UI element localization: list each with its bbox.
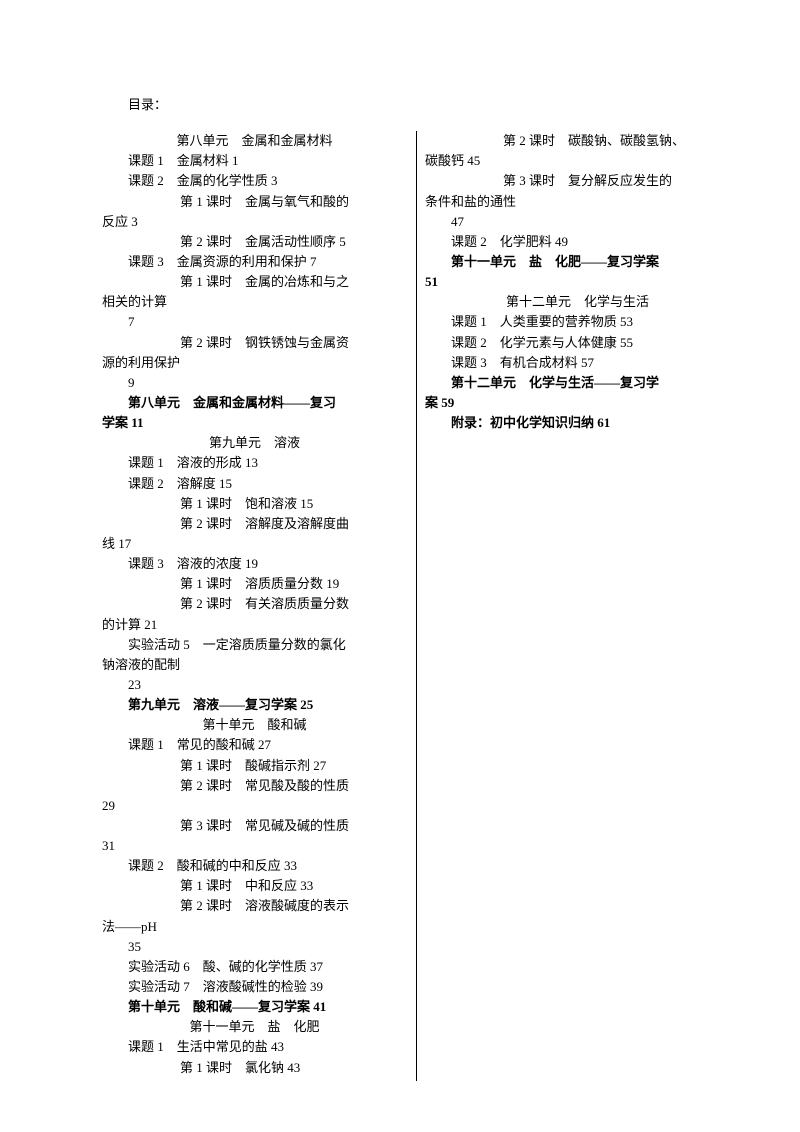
toc-line: 第 3 课时 复分解反应发生的 bbox=[425, 171, 730, 191]
toc-line: 相关的计算 bbox=[102, 292, 407, 312]
toc-line: 课题 1 溶液的形成 13 bbox=[102, 453, 407, 473]
toc-line: 第十单元 酸和碱 bbox=[102, 715, 407, 735]
toc-title: 目录： bbox=[102, 95, 730, 115]
toc-line: 钠溶液的配制 bbox=[102, 655, 407, 675]
toc-line: 第 1 课时 饱和溶液 15 bbox=[102, 494, 407, 514]
toc-line: 第 1 课时 金属的冶炼和与之 bbox=[102, 272, 407, 292]
toc-line: 课题 2 溶解度 15 bbox=[102, 474, 407, 494]
toc-line: 9 bbox=[102, 373, 407, 393]
toc-line: 课题 1 常见的酸和碱 27 bbox=[102, 735, 407, 755]
toc-line: 第九单元 溶液——复习学案 25 bbox=[102, 695, 407, 715]
toc-line: 第 1 课时 氯化钠 43 bbox=[102, 1058, 407, 1078]
toc-line: 第八单元 金属和金属材料——复习 bbox=[102, 393, 407, 413]
toc-line: 29 bbox=[102, 796, 407, 816]
toc-line: 23 bbox=[102, 675, 407, 695]
toc-line: 第 2 课时 常见酸及酸的性质 bbox=[102, 776, 407, 796]
toc-line: 实验活动 5 一定溶质质量分数的氯化 bbox=[102, 635, 407, 655]
toc-line: 附录：初中化学知识归纳 61 bbox=[425, 413, 730, 433]
toc-line: 第 2 课时 碳酸钠、碳酸氢钠、 bbox=[425, 131, 730, 151]
toc-line: 第十一单元 盐 化肥 bbox=[102, 1017, 407, 1037]
toc-line: 源的利用保护 bbox=[102, 353, 407, 373]
toc-line: 第 2 课时 溶解度及溶解度曲 bbox=[102, 514, 407, 534]
toc-line: 学案 11 bbox=[102, 413, 407, 433]
toc-line: 第十二单元 化学与生活 bbox=[425, 292, 730, 312]
toc-line: 第十二单元 化学与生活——复习学 bbox=[425, 373, 730, 393]
toc-line: 条件和盐的通性 bbox=[425, 192, 730, 212]
toc-line: 课题 2 化学元素与人体健康 55 bbox=[425, 333, 730, 353]
toc-line: 第十一单元 盐 化肥——复习学案 bbox=[425, 252, 730, 272]
toc-line: 第九单元 溶液 bbox=[102, 433, 407, 453]
toc-line: 案 59 bbox=[425, 393, 730, 413]
toc-line: 第 2 课时 金属活动性顺序 5 bbox=[102, 232, 407, 252]
toc-line: 课题 3 金属资源的利用和保护 7 bbox=[102, 252, 407, 272]
toc-line: 碳酸钙 45 bbox=[425, 151, 730, 171]
toc-line: 第 1 课时 金属与氧气和酸的 bbox=[102, 192, 407, 212]
toc-line: 第 3 课时 常见碱及碱的性质 bbox=[102, 816, 407, 836]
toc-columns: 第八单元 金属和金属材料课题 1 金属材料 1课题 2 金属的化学性质 3第 1… bbox=[102, 131, 730, 1081]
toc-line: 第 1 课时 溶质质量分数 19 bbox=[102, 574, 407, 594]
toc-line: 7 bbox=[102, 312, 407, 332]
toc-line: 实验活动 7 溶液酸碱性的检验 39 bbox=[102, 977, 407, 997]
toc-line: 课题 1 人类重要的营养物质 53 bbox=[425, 312, 730, 332]
toc-line: 法——pH bbox=[102, 917, 407, 937]
toc-line: 课题 2 金属的化学性质 3 bbox=[102, 171, 407, 191]
toc-line: 第十单元 酸和碱——复习学案 41 bbox=[102, 997, 407, 1017]
toc-line: 51 bbox=[425, 272, 730, 292]
toc-line: 第 2 课时 溶液酸碱度的表示 bbox=[102, 896, 407, 916]
toc-line: 实验活动 6 酸、碱的化学性质 37 bbox=[102, 957, 407, 977]
toc-line: 第 1 课时 中和反应 33 bbox=[102, 876, 407, 896]
toc-line: 31 bbox=[102, 836, 407, 856]
toc-line: 第 2 课时 钢铁锈蚀与金属资 bbox=[102, 333, 407, 353]
toc-line: 线 17 bbox=[102, 534, 407, 554]
toc-line: 第 1 课时 酸碱指示剂 27 bbox=[102, 756, 407, 776]
toc-line: 35 bbox=[102, 937, 407, 957]
toc-line: 第八单元 金属和金属材料 bbox=[102, 131, 407, 151]
toc-line: 的计算 21 bbox=[102, 615, 407, 635]
toc-line: 课题 2 化学肥料 49 bbox=[425, 232, 730, 252]
toc-line: 课题 1 金属材料 1 bbox=[102, 151, 407, 171]
toc-line: 第 2 课时 有关溶质质量分数 bbox=[102, 594, 407, 614]
toc-line: 课题 3 有机合成材料 57 bbox=[425, 353, 730, 373]
toc-line: 课题 1 生活中常见的盐 43 bbox=[102, 1037, 407, 1057]
toc-line: 课题 2 酸和碱的中和反应 33 bbox=[102, 856, 407, 876]
toc-line: 反应 3 bbox=[102, 212, 407, 232]
toc-line: 47 bbox=[425, 212, 730, 232]
toc-line: 课题 3 溶液的浓度 19 bbox=[102, 554, 407, 574]
